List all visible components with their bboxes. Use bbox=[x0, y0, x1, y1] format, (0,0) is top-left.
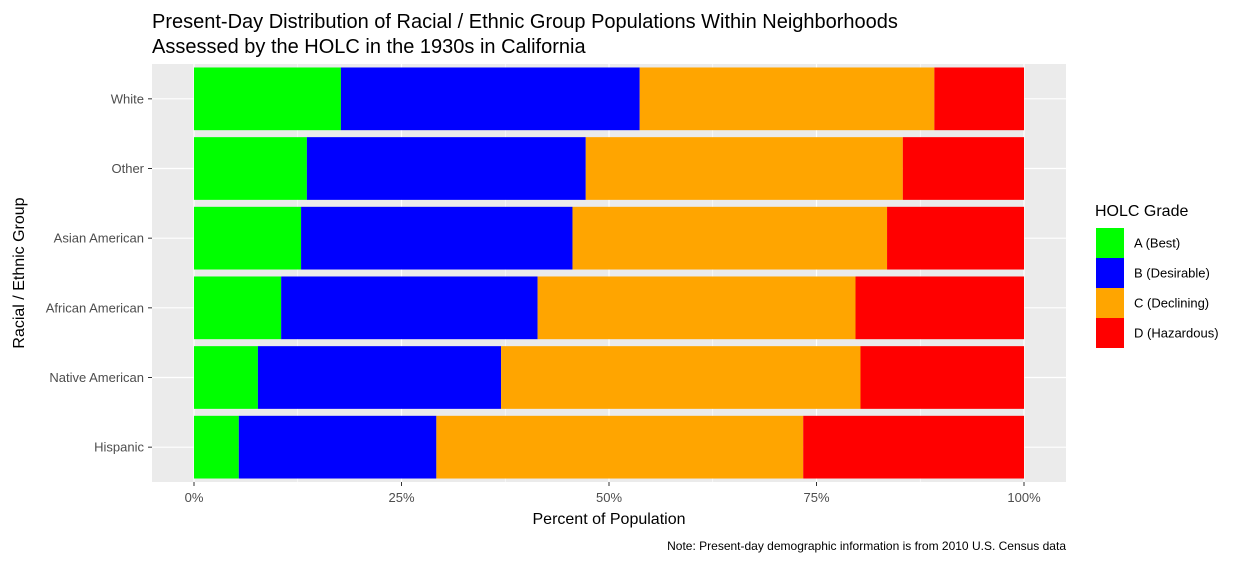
legend-key bbox=[1096, 258, 1124, 288]
bar-segment bbox=[194, 276, 282, 340]
bar-segment bbox=[301, 206, 573, 270]
bar-segment bbox=[803, 415, 1024, 479]
legend: HOLC Grade A (Best) B (Desirable) C (Decli… bbox=[1095, 203, 1219, 348]
legend-label: A (Best) bbox=[1134, 236, 1180, 251]
bar-segment bbox=[194, 137, 307, 200]
y-axis-ticks: White Other Asian American African American… bbox=[46, 91, 152, 455]
legend-label: C (Declining) bbox=[1134, 296, 1209, 311]
bar-segment bbox=[194, 206, 302, 270]
bar-segment bbox=[194, 67, 341, 131]
x-tick-label: 100% bbox=[1007, 490, 1041, 505]
y-tick-label: Asian American bbox=[54, 231, 144, 246]
bar-segment bbox=[537, 276, 856, 340]
bar-segment bbox=[860, 346, 1024, 409]
legend-label: D (Hazardous) bbox=[1134, 326, 1219, 341]
x-tick-label: 75% bbox=[803, 490, 829, 505]
legend-key bbox=[1096, 288, 1124, 318]
bar-segment bbox=[585, 137, 903, 200]
bar-segment bbox=[238, 415, 437, 479]
x-tick-label: 50% bbox=[596, 490, 622, 505]
bar-segment bbox=[194, 346, 258, 409]
y-tick-label: Native American bbox=[49, 370, 144, 385]
bar-segment bbox=[340, 67, 640, 131]
chart-title: Present-Day Distribution of Racial / Eth… bbox=[152, 11, 898, 33]
chart-subtitle: Assessed by the HOLC in the 1930s in Cal… bbox=[152, 36, 586, 58]
bar-segment bbox=[639, 67, 935, 131]
y-tick-label: Hispanic bbox=[94, 440, 144, 455]
bar-segment bbox=[887, 206, 1024, 270]
legend-key bbox=[1096, 228, 1124, 258]
x-tick-label: 25% bbox=[388, 490, 414, 505]
bar-segment bbox=[934, 67, 1024, 131]
bar-segment bbox=[306, 137, 586, 200]
bar-segment bbox=[436, 415, 804, 479]
bar-segment bbox=[572, 206, 888, 270]
bar-segment bbox=[194, 415, 239, 479]
legend-label: B (Desirable) bbox=[1134, 266, 1210, 281]
bar-segment bbox=[281, 276, 538, 340]
y-tick-label: White bbox=[111, 91, 144, 106]
bar-segment bbox=[501, 346, 861, 409]
y-tick-label: African American bbox=[46, 300, 144, 315]
x-axis-ticks: 0% 25% 50% 75% 100% bbox=[185, 482, 1041, 505]
x-axis-title: Percent of Population bbox=[533, 511, 686, 528]
bars bbox=[194, 67, 1024, 479]
legend-title: HOLC Grade bbox=[1095, 203, 1188, 220]
y-axis-title: Racial / Ethnic Group bbox=[11, 197, 28, 348]
x-tick-label: 0% bbox=[185, 490, 204, 505]
y-tick-label: Other bbox=[111, 161, 144, 176]
bar-segment bbox=[902, 137, 1024, 200]
bar-segment bbox=[855, 276, 1024, 340]
chart-caption: Note: Present-day demographic informatio… bbox=[667, 539, 1066, 553]
bar-segment bbox=[257, 346, 502, 409]
legend-key bbox=[1096, 318, 1124, 348]
